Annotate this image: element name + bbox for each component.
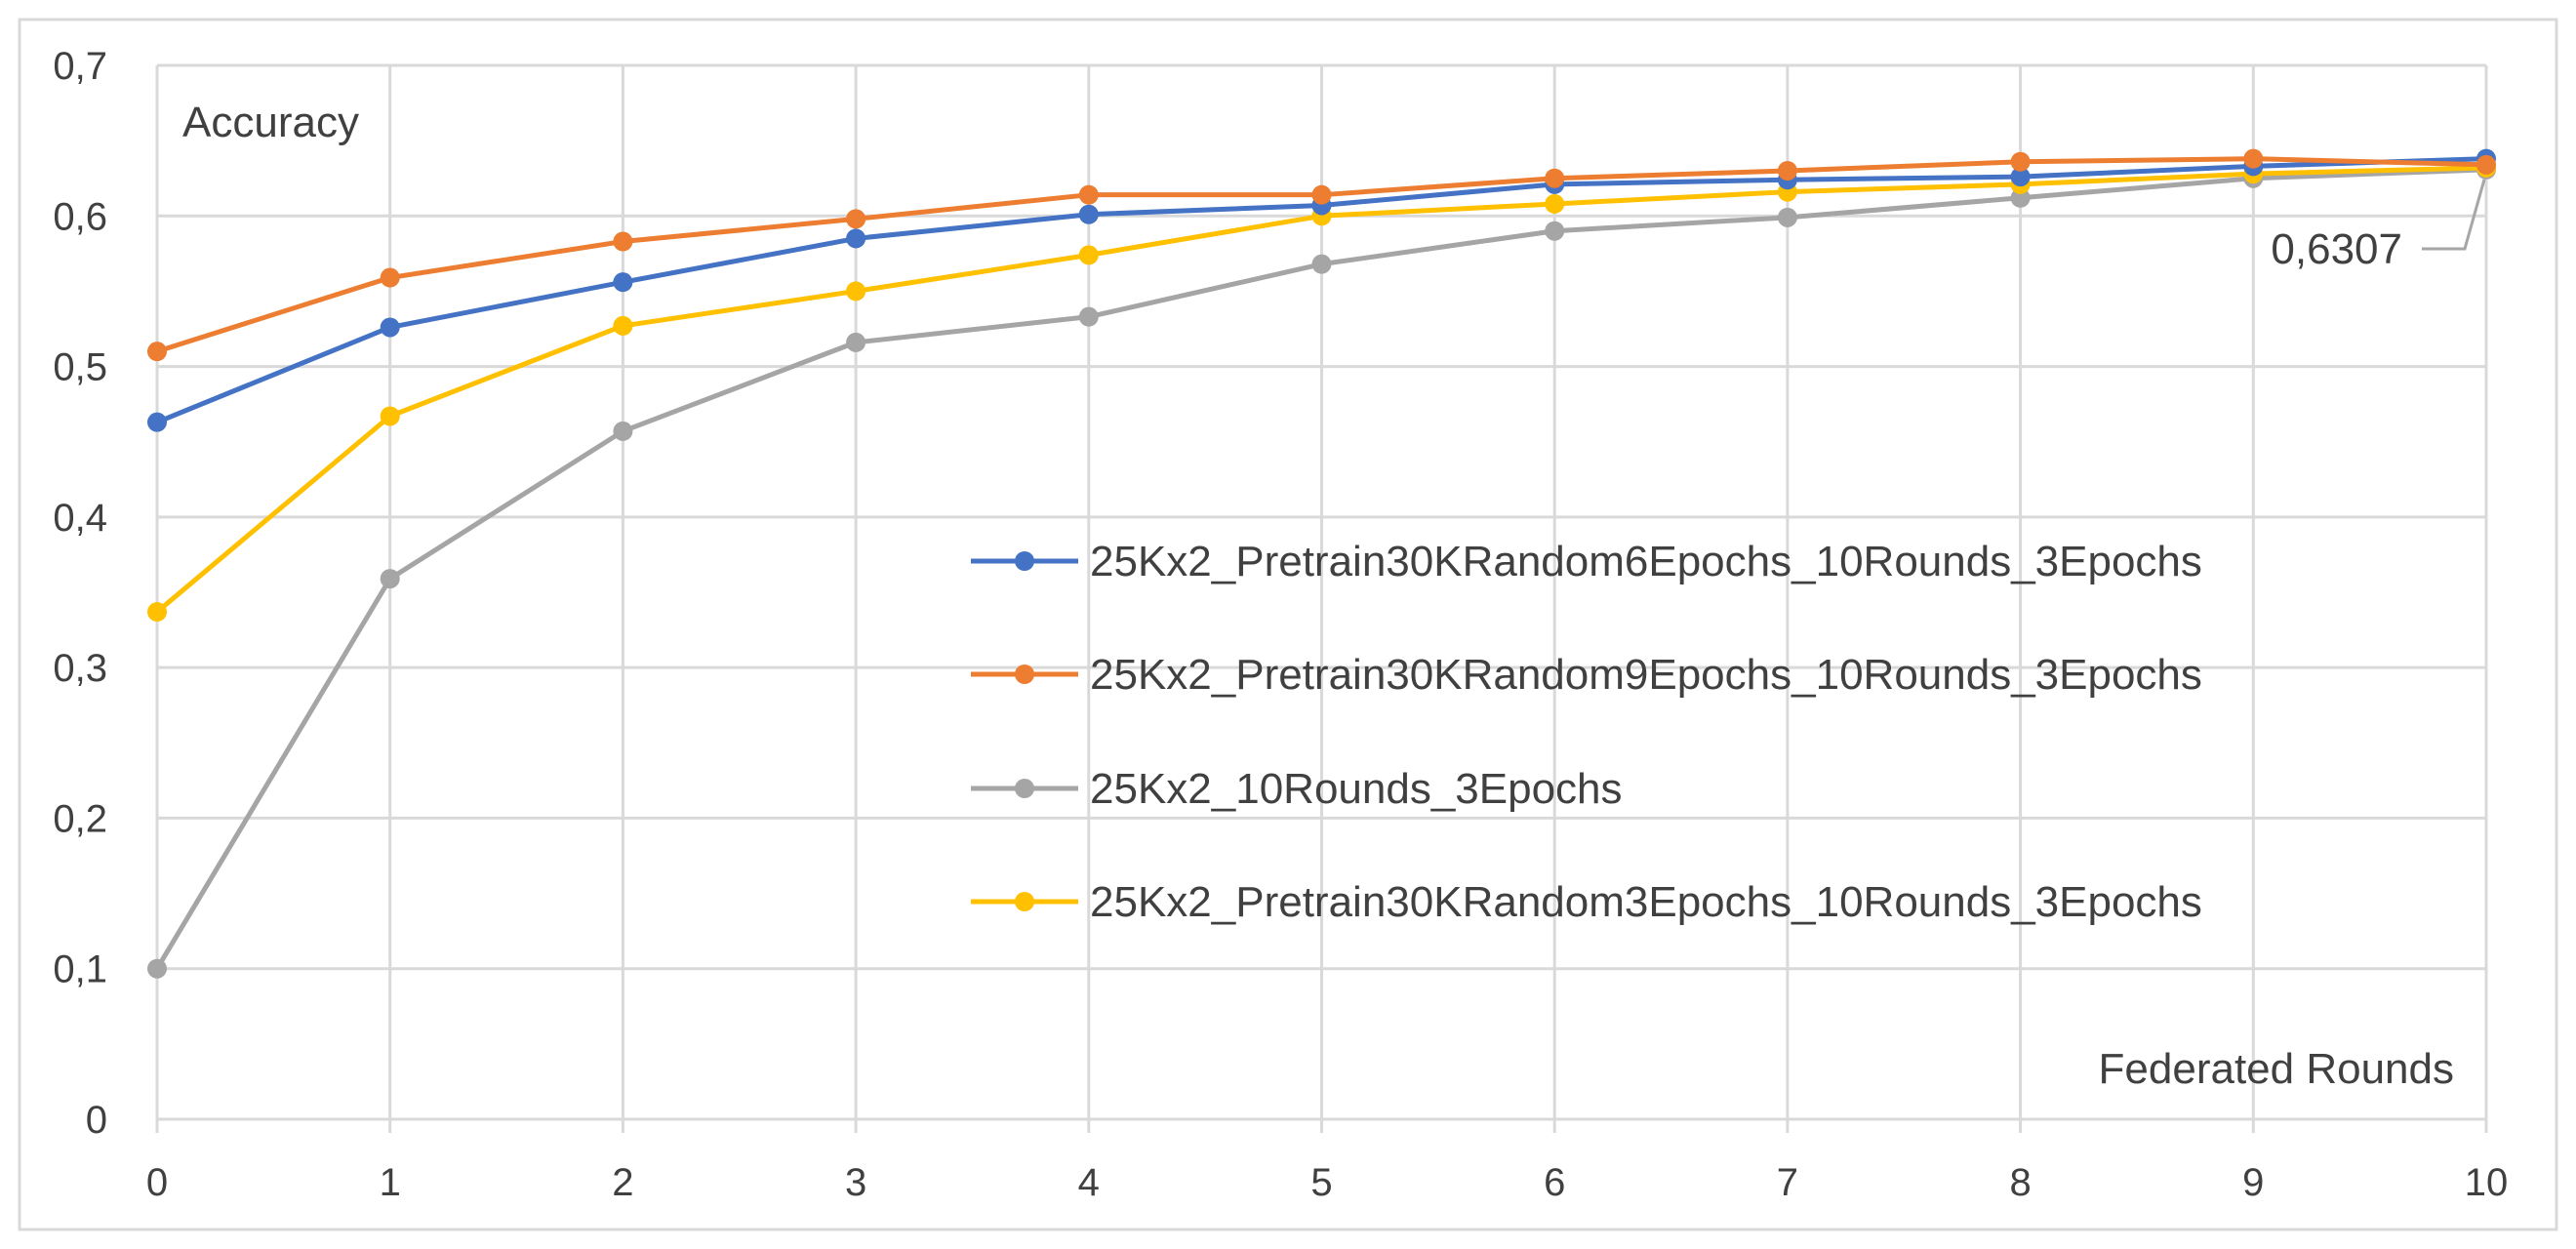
data-point xyxy=(1777,161,1797,181)
data-point xyxy=(1545,168,1565,188)
data-point xyxy=(1311,254,1332,274)
data-point xyxy=(1078,245,1099,265)
x-tick-label: 10 xyxy=(2465,1161,2509,1204)
annotations: 0,6307 xyxy=(2271,179,2486,273)
y-tick-label: 0 xyxy=(86,1099,107,1142)
legend-label: 25Kx2_Pretrain30KRandom3Epochs_10Rounds_… xyxy=(1090,878,2202,926)
data-point xyxy=(846,228,866,249)
y-tick-label: 0,7 xyxy=(53,45,107,88)
legend-item: 25Kx2_Pretrain30KRandom3Epochs_10Rounds_… xyxy=(971,878,2202,926)
x-tick-label: 3 xyxy=(845,1161,866,1204)
data-point xyxy=(1078,306,1099,327)
data-point xyxy=(846,332,866,352)
x-tick-label: 5 xyxy=(1310,1161,1332,1204)
legend-item: 25Kx2_10Rounds_3Epochs xyxy=(971,765,1623,813)
data-point xyxy=(1545,221,1565,241)
data-point xyxy=(846,281,866,302)
data-label-leader-line xyxy=(2422,179,2486,251)
data-point xyxy=(1078,204,1099,224)
data-point xyxy=(147,602,167,623)
x-tick-label: 0 xyxy=(146,1161,168,1204)
y-tick-label: 0,6 xyxy=(53,195,107,238)
data-point xyxy=(2010,151,2031,172)
y-tick-label: 0,4 xyxy=(53,497,107,540)
y-tick-label: 0,3 xyxy=(53,647,107,690)
data-point xyxy=(1078,184,1099,205)
legend-swatch-marker xyxy=(1015,892,1034,911)
data-point xyxy=(2010,167,2031,187)
y-tick-label: 0,1 xyxy=(53,948,107,991)
data-point xyxy=(613,272,633,293)
data-point xyxy=(380,267,400,288)
y-tick-label: 0,2 xyxy=(53,797,107,840)
data-point xyxy=(380,317,400,338)
x-tick-label: 4 xyxy=(1078,1161,1100,1204)
x-tick-label: 2 xyxy=(612,1161,633,1204)
data-point xyxy=(147,342,167,362)
series xyxy=(147,148,2496,979)
x-tick-label: 9 xyxy=(2242,1161,2264,1204)
data-point xyxy=(613,231,633,252)
x-axis-title: Federated Rounds xyxy=(2099,1045,2454,1093)
data-point xyxy=(2476,154,2496,175)
data-label: 0,6307 xyxy=(2271,225,2402,273)
legend-label: 25Kx2_10Rounds_3Epochs xyxy=(1090,765,1623,813)
data-point xyxy=(380,406,400,426)
x-tick-label: 6 xyxy=(1544,1161,1565,1204)
data-point xyxy=(147,412,167,432)
legend-item: 25Kx2_Pretrain30KRandom9Epochs_10Rounds_… xyxy=(971,651,2202,699)
x-tick-label: 8 xyxy=(2009,1161,2031,1204)
legend-swatch-marker xyxy=(1015,551,1034,571)
legend-swatch-marker xyxy=(1015,665,1034,684)
x-tick-label: 1 xyxy=(380,1161,401,1204)
y-tick-label: 0,5 xyxy=(53,346,107,389)
y-axis-title: Accuracy xyxy=(182,99,359,146)
axes: 0 0,1 0,2 0,3 0,4 0,5 0,6 0,7 0 1 2 3 4 5 6 7 8 9 10 xyxy=(53,45,2508,1204)
legend-label: 25Kx2_Pretrain30KRandom9Epochs_10Rounds_… xyxy=(1090,651,2202,699)
x-tick-label: 7 xyxy=(1777,1161,1798,1204)
data-point xyxy=(1311,184,1332,205)
data-point xyxy=(380,569,400,589)
legend-item: 25Kx2_Pretrain30KRandom6Epochs_10Rounds_… xyxy=(971,538,2202,585)
series-group xyxy=(147,148,2496,362)
data-point xyxy=(2243,148,2264,169)
data-point xyxy=(613,315,633,336)
legend: 25Kx2_Pretrain30KRandom6Epochs_10Rounds_… xyxy=(971,538,2202,926)
data-point xyxy=(2010,187,2031,208)
data-point xyxy=(1777,207,1797,227)
legend-label: 25Kx2_Pretrain30KRandom6Epochs_10Rounds_… xyxy=(1090,538,2202,585)
data-point xyxy=(1545,193,1565,214)
data-point xyxy=(613,421,633,441)
data-point xyxy=(846,209,866,229)
data-point xyxy=(147,958,167,979)
legend-swatch-marker xyxy=(1015,779,1034,798)
